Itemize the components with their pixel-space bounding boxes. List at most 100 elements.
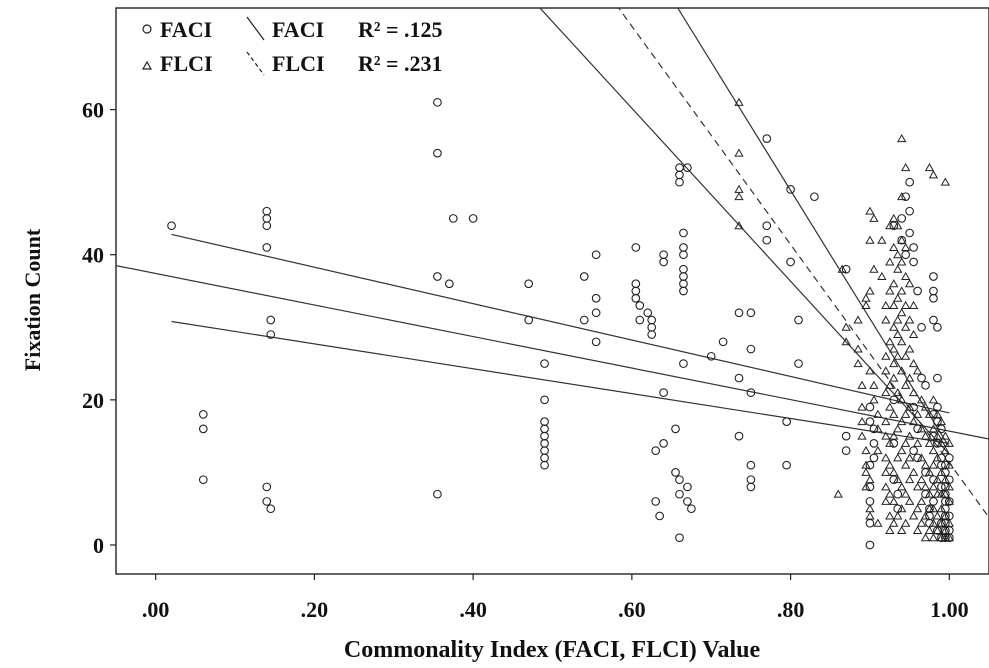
faci-point [746,482,756,492]
faci-point [746,388,756,397]
flci-point [889,496,899,505]
flci-point [924,438,935,447]
flci-point [889,279,899,288]
legend-faci-circle-marker [142,24,152,34]
faci-point [865,402,875,412]
faci-point [841,264,851,274]
y-axis-ticks: 0 20 40 60 [82,98,116,558]
faci-point [540,424,549,434]
flci-point [865,206,875,215]
flci-point [912,525,923,534]
faci-point [869,453,879,463]
faci-point [540,460,549,470]
flci-point [904,496,915,505]
faci-point [917,373,926,383]
faci-point [901,192,911,202]
flci-point [893,511,903,520]
faci-point [675,475,684,485]
flci-point [904,475,915,484]
flci-point [897,366,907,375]
flci-point [901,271,911,280]
faci-point [909,402,918,412]
flci-point [936,504,947,513]
flci-point [885,460,895,469]
faci-point [734,431,744,441]
faci-point [524,279,534,289]
flci-point [920,533,931,542]
legend-flci-line-label: FLCI [272,51,325,76]
flci-point [893,293,903,302]
flci-point [912,366,923,375]
faci-point [675,163,684,172]
flci-point [853,344,863,353]
faci-point [540,431,549,441]
faci-point [786,257,795,267]
faci-point [540,453,549,463]
x-axis-title: Commonality Index (FACI, FLCI) Value [344,637,761,663]
faci-point [913,453,922,463]
flci-point [904,315,915,324]
flci-point [889,358,899,368]
flci-point [904,402,915,411]
faci-point [647,330,657,339]
flci-point [916,496,927,505]
flci-point [881,351,891,360]
flci-point [904,431,915,440]
faci-point [921,380,930,390]
faci-point [647,322,657,332]
flci-point [853,315,863,324]
flci-point [901,322,911,331]
flci-point [889,518,899,527]
flci-point [916,453,927,462]
flci-point [932,525,943,534]
flci-point [861,293,871,302]
flci-point [889,467,899,476]
faci-point [659,439,668,448]
faci-point [794,315,803,325]
flci-point [841,337,851,346]
flci-point [897,417,907,426]
flci-point [920,460,931,469]
faci-point [524,315,534,325]
faci-point [901,250,911,260]
flci-point [904,279,915,288]
flci-point [869,213,879,222]
y-tick-label: 60 [82,98,104,123]
flci-point [893,424,903,433]
faci-point [865,540,875,550]
legend: FACI FACI R² = .125 FLCI FLCI R² = .231 [141,16,443,76]
flci-point [889,322,899,331]
legend-faci-r2: R² = .125 [358,17,443,42]
x-tick-label: .60 [618,597,646,622]
faci-point [591,308,601,318]
flci-point [865,511,875,520]
flci-point [944,533,954,542]
faci-point [929,410,938,419]
flci-point [734,184,744,193]
flci-point [908,387,919,397]
faci-point [679,279,688,289]
faci-point [675,489,684,499]
legend-faci-line-label: FACI [272,17,324,42]
flci-point [861,446,871,455]
flci-point [881,366,891,375]
faci-point [631,243,641,252]
x-axis-ticks: .00 .20 .40 .60 .80 1.00 [142,574,969,622]
faci-point [865,518,875,528]
flci-point [944,518,954,527]
faci-point [865,460,875,470]
flci-point [865,504,875,513]
flci-point [897,134,907,143]
flci-point [734,192,744,201]
faci-point [262,214,272,223]
x-tick-label: .40 [459,597,487,622]
flci-point [940,511,951,520]
flci-point [897,286,907,295]
flci-point [936,467,947,476]
flci-point [861,482,871,491]
flci-point [861,300,871,310]
legend-flci-triangle-marker [141,60,153,70]
faci-point [540,446,549,455]
flci-point [889,213,899,222]
flci-point [936,417,947,426]
